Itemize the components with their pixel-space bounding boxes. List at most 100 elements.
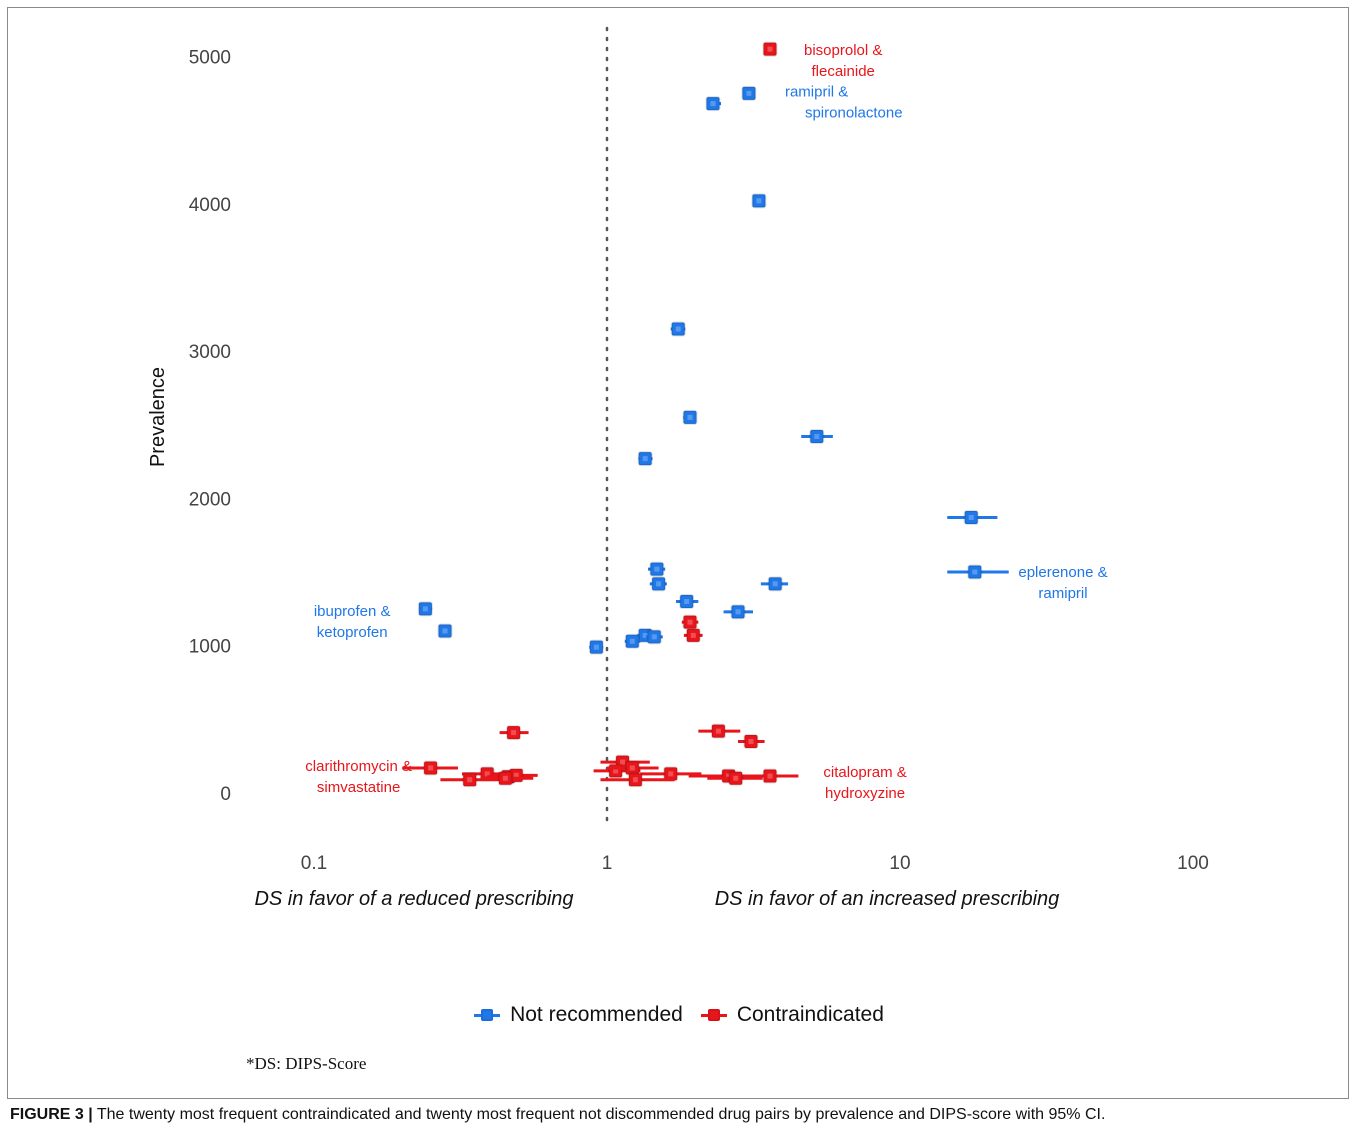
legend-label-not-recommended: Not recommended (510, 1003, 683, 1026)
data-point-center (593, 644, 599, 650)
annotation-line: bisoprolol & (804, 42, 882, 59)
x-tick-label: 1 (602, 853, 613, 874)
data-point (762, 768, 778, 784)
annotation-line: ketoprofen (317, 624, 388, 641)
data-point-center (690, 632, 696, 638)
data-point (627, 772, 643, 788)
x-tick-label: 0.1 (301, 853, 327, 874)
data-point (728, 770, 744, 786)
annotation-line: flecainide (812, 63, 875, 80)
data-point-center (726, 773, 732, 779)
data-point-center (422, 606, 428, 612)
legend-item-not-recommended: Not recommended (474, 1003, 683, 1027)
data-point-center (767, 46, 773, 52)
points-layer (402, 41, 1009, 788)
data-point-center (687, 619, 693, 625)
data-point (751, 193, 767, 209)
annotation-line: clarithromycin & (305, 758, 412, 775)
data-point-center (467, 777, 473, 783)
data-point-center (748, 738, 754, 744)
series-not-recommended (417, 85, 1009, 655)
data-point (588, 639, 604, 655)
annotation-line: simvastatine (317, 779, 400, 796)
data-point (682, 614, 698, 630)
figure-caption-label: FIGURE 3 | (10, 1106, 93, 1123)
annotation-line: ramipril (1038, 585, 1087, 602)
data-point-center (620, 759, 626, 765)
annotation-label: ramipril & spironolactone (785, 83, 903, 121)
data-point (423, 760, 439, 776)
annotation-line: ramipril & (785, 83, 848, 100)
data-point (682, 409, 698, 425)
data-point (741, 85, 757, 101)
data-point-center (735, 609, 741, 615)
data-point (967, 564, 983, 580)
data-point-center (668, 771, 674, 777)
data-point-center (767, 773, 773, 779)
data-point (646, 629, 662, 645)
data-point-center (814, 434, 820, 440)
data-point (705, 96, 721, 112)
legend-key-not-recommended (474, 1008, 501, 1022)
annotation-line: ibuprofen & (314, 603, 391, 620)
data-point (637, 451, 653, 467)
data-point (767, 576, 783, 592)
data-point-center (442, 628, 448, 634)
data-point-center (632, 777, 638, 783)
data-point (624, 633, 640, 649)
y-tick-label: 3000 (189, 342, 231, 363)
data-point-center (684, 599, 690, 605)
data-point-center (629, 638, 635, 644)
data-point-center (772, 581, 778, 587)
data-point (743, 733, 759, 749)
x-caption-increased: DS in favor of an increased prescribing (715, 888, 1060, 910)
data-point-center (651, 634, 657, 640)
x-tick-label: 100 (1177, 853, 1209, 874)
data-point-center (733, 775, 739, 781)
annotation-label: bisoprolol & flecainide (804, 42, 882, 80)
data-point (506, 725, 522, 741)
annotation-label: eplerenone & ramipril (1018, 564, 1107, 602)
y-axis-label: Prevalence (147, 367, 169, 467)
x-tick-label: 10 (889, 853, 910, 874)
data-point (730, 604, 746, 620)
legend-label-contraindicated: Contraindicated (736, 1003, 884, 1026)
data-point-center (484, 771, 490, 777)
y-tick-label: 2000 (189, 489, 231, 510)
data-point-center (675, 326, 681, 332)
footnote: *DS: DIPS-Score (246, 1054, 367, 1073)
series-contraindicated (402, 41, 799, 788)
legend-item-contraindicated: Contraindicated (700, 1003, 884, 1027)
data-point-center (756, 198, 762, 204)
annotation-line: hydroxyzine (825, 785, 905, 802)
annotation-line: citalopram & (823, 764, 906, 781)
data-point-center (629, 765, 635, 771)
axis-layer: 0 1000 2000 3000 4000 5000 0.1 1 10 100 Prevalence… (147, 48, 1209, 911)
annotation-line: spironolactone (805, 104, 903, 121)
annotation-label: ibuprofen & ketoprofen (314, 603, 391, 641)
data-point (679, 594, 695, 610)
data-point-center (642, 456, 648, 462)
data-point (462, 772, 478, 788)
figure-frame (7, 7, 1349, 1099)
data-point (685, 627, 701, 643)
data-point-center (511, 730, 517, 736)
scatter-chart: 0 1000 2000 3000 4000 5000 0.1 1 10 100 Prevalence… (147, 26, 1209, 911)
y-tick-label: 1000 (189, 637, 231, 658)
data-point (651, 576, 667, 592)
data-point-center (972, 569, 978, 575)
data-point-center (687, 414, 693, 420)
annotation-layer: bisoprolol & flecainide ramipril & spironol… (305, 42, 1107, 802)
y-tick-label: 0 (220, 784, 231, 805)
data-point-center (654, 566, 660, 572)
data-point (417, 601, 433, 617)
data-point-center (710, 101, 716, 107)
figure-caption: FIGURE 3 | The twenty most frequent cont… (10, 1106, 1105, 1124)
figure-caption-text: The twenty most frequent contraindicated… (92, 1106, 1106, 1123)
data-point (649, 561, 665, 577)
data-point (497, 770, 513, 786)
data-point (963, 510, 979, 526)
data-point-center (715, 728, 721, 734)
data-point (437, 623, 453, 639)
annotation-label: citalopram & hydroxyzine (823, 764, 906, 802)
